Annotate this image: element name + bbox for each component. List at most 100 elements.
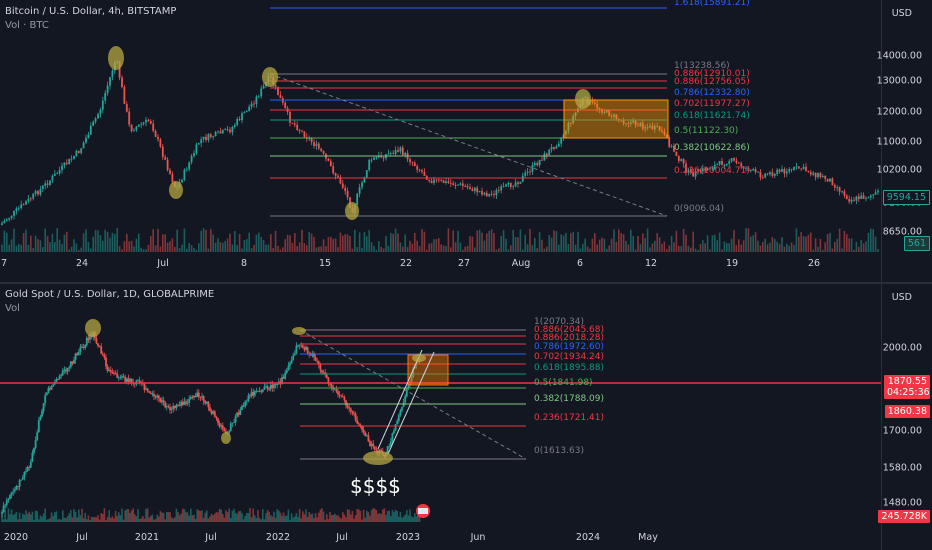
candle-body [221,129,224,134]
volume-bar [54,242,56,252]
fib-label-0786: 0.786(12332.80) [674,88,750,98]
volume-bar [478,229,481,252]
candle-body [735,160,738,163]
candle-body [196,392,199,398]
candle-body [380,449,383,452]
volume-bar [113,518,115,522]
candle-body [330,384,333,388]
volume-bar [363,232,366,252]
candle-body [409,159,411,163]
volume-bar [243,240,246,252]
candle-body [45,392,48,396]
candle-body [258,390,261,392]
volume-bar [865,241,867,252]
btc-volume-legend: Vol · BTC [5,20,49,31]
volume-bar [14,513,16,522]
candle-body [711,168,714,170]
candle-body [329,383,331,385]
volume-bar [152,229,154,252]
volume-bar [342,235,344,252]
candle-body [129,378,131,382]
volume-bar [255,518,258,522]
candle-body [148,391,151,393]
btc-legend[interactable]: Bitcoin / U.S. Dollar, 4h, BITSTAMP Vol … [5,6,176,31]
volume-bar [750,236,752,252]
volume-bar [327,237,330,252]
candle-body [699,169,702,172]
gold-price-axis[interactable]: USD 2000.00 1700.00 1580.00 1480.00 [881,284,932,550]
volume-bar [860,239,862,252]
volume-bar [22,232,25,252]
candle-body [301,345,304,349]
volume-bar [339,232,342,252]
volume-bar [244,515,246,522]
candle-body [651,125,654,130]
candle-body [53,173,56,176]
candle-body [865,197,867,199]
candle-body [51,175,54,181]
gold-chart-canvas[interactable]: 1(2070.34) 0.886(2045.68) 0.886(2018.28)… [0,284,882,534]
candle-body [701,168,704,172]
candle-body [521,175,524,182]
volume-bar [140,518,142,522]
volume-bar [342,512,344,522]
volume-bar [234,230,236,252]
candle-body [531,165,534,172]
candle-body [218,423,221,427]
candle-body [173,405,176,409]
gold-legend[interactable]: Gold Spot / U.S. Dollar, 1D, GLOBALPRIME… [5,289,214,314]
volume-bar [218,508,221,522]
volume-bar [862,243,865,252]
fib-label-1: 1(13238.56) [674,61,730,71]
gold-time-axis[interactable]: 2020 Jul 2021 Jul 2022 Jul 2023 Jun 2024… [0,532,882,548]
volume-bar [682,228,685,252]
candle-body [2,505,5,513]
volume-bar [582,243,584,252]
candle-body [365,435,368,437]
volume-bar [350,514,352,522]
candle-body [241,405,243,410]
btc-chart-canvas[interactable]: 1.618(15891.21) 1(13238.56) 0.886(12910.… [0,0,882,266]
btc-chart-pane[interactable]: 1.618(15891.21) 1(13238.56) 0.886(12910.… [0,0,932,282]
candle-body [231,126,234,133]
volume-bar [474,247,476,252]
volume-bar [383,508,386,522]
candle-body [191,396,194,398]
candle-body [113,373,115,374]
candle-body [317,361,320,365]
candle-body [29,461,32,468]
candle-body [526,171,529,173]
candle-body [675,151,678,156]
volume-bar [87,242,90,252]
volume-bar [76,517,78,522]
volume-bar [231,244,234,252]
volume-bar [98,519,101,522]
candle-body [730,158,733,162]
candle-body [29,198,32,200]
volume-bar [225,510,227,522]
candle-body [752,169,755,171]
volume-bar [92,236,94,252]
candle-body [257,390,259,392]
candle-body [639,122,642,127]
candle-body [354,413,357,420]
candle-body [197,392,200,397]
volume-bar [747,228,750,252]
candle-body [186,402,189,404]
gold-chart-pane[interactable]: 1(2070.34) 0.886(2045.68) 0.886(2018.28)… [0,284,932,550]
volume-bar [334,513,336,522]
btc-time-axis[interactable]: 7 24 Jul 8 15 22 27 Aug 6 12 19 26 [0,258,882,274]
volume-bar [367,512,370,522]
volume-bar [170,517,173,522]
volume-bar [346,509,349,522]
candle-body [850,199,853,202]
volume-bar [106,231,109,252]
volume-bar [378,241,380,252]
fib-label-0886b: 0.886(2018.28) [534,333,604,343]
candle-body [183,169,186,180]
candle-body [156,395,159,398]
volume-bar [464,246,466,252]
pane-divider[interactable] [0,282,932,284]
candle-body [133,383,136,385]
volume-bar [36,511,38,522]
